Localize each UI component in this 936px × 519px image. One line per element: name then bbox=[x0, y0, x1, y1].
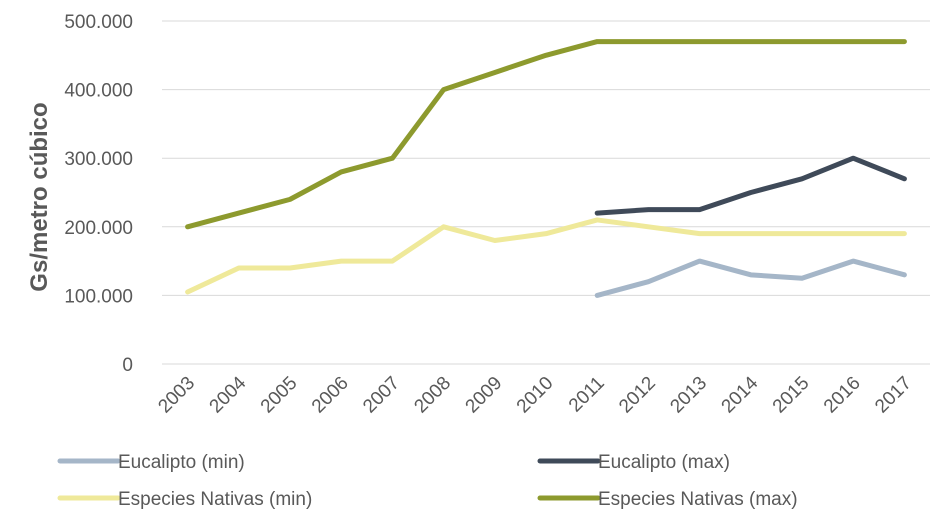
series-line-2 bbox=[594, 155, 907, 216]
x-tick-label: 2013 bbox=[666, 373, 711, 418]
y-tick-label: 200.000 bbox=[64, 218, 133, 239]
legend-label: Especies Nativas (max) bbox=[598, 489, 798, 510]
x-tick-label: 2015 bbox=[769, 373, 814, 418]
x-tick-label: 2007 bbox=[359, 373, 404, 418]
x-tick-label: 2008 bbox=[410, 373, 455, 418]
x-tick-label: 2014 bbox=[718, 372, 763, 417]
y-tick-label: 100.000 bbox=[64, 286, 133, 307]
x-tick-label: 2010 bbox=[513, 373, 558, 418]
y-axis-ticks: 0 100.000 200.000 300.000 400.000 500.000 bbox=[64, 12, 133, 376]
legend-label: Eucalipto (max) bbox=[598, 452, 730, 473]
gridlines bbox=[162, 20, 930, 365]
y-tick-label: 300.000 bbox=[64, 149, 133, 170]
y-axis-title: Gs/metro cúbico bbox=[26, 102, 53, 291]
x-tick-label: 2003 bbox=[154, 373, 199, 418]
legend-label: Especies Nativas (min) bbox=[118, 489, 312, 510]
y-tick-label: 400.000 bbox=[64, 81, 133, 102]
series-line-3 bbox=[185, 217, 907, 295]
x-tick-label: 2012 bbox=[615, 373, 660, 418]
y-tick-label: 0 bbox=[122, 355, 133, 376]
series-line-1 bbox=[594, 258, 907, 298]
x-axis-ticks: 2003 2004 2005 2006 2007 2008 2009 2010 2011 2012… bbox=[154, 372, 916, 417]
x-tick-label: 2004 bbox=[206, 372, 251, 417]
x-tick-label: 2011 bbox=[565, 373, 609, 417]
legend: Eucalipto (min) Eucalipto (max) Especies N… bbox=[57, 452, 798, 510]
series-lines bbox=[185, 39, 907, 298]
y-tick-label: 500.000 bbox=[64, 12, 133, 33]
series-line-4 bbox=[185, 39, 907, 230]
legend-label: Eucalipto (min) bbox=[118, 452, 245, 473]
x-tick-label: 2005 bbox=[257, 373, 302, 418]
x-tick-label: 2006 bbox=[308, 373, 353, 418]
x-tick-label: 2016 bbox=[820, 373, 865, 418]
x-tick-label: 2009 bbox=[462, 373, 507, 418]
x-tick-label: 2017 bbox=[871, 373, 916, 418]
